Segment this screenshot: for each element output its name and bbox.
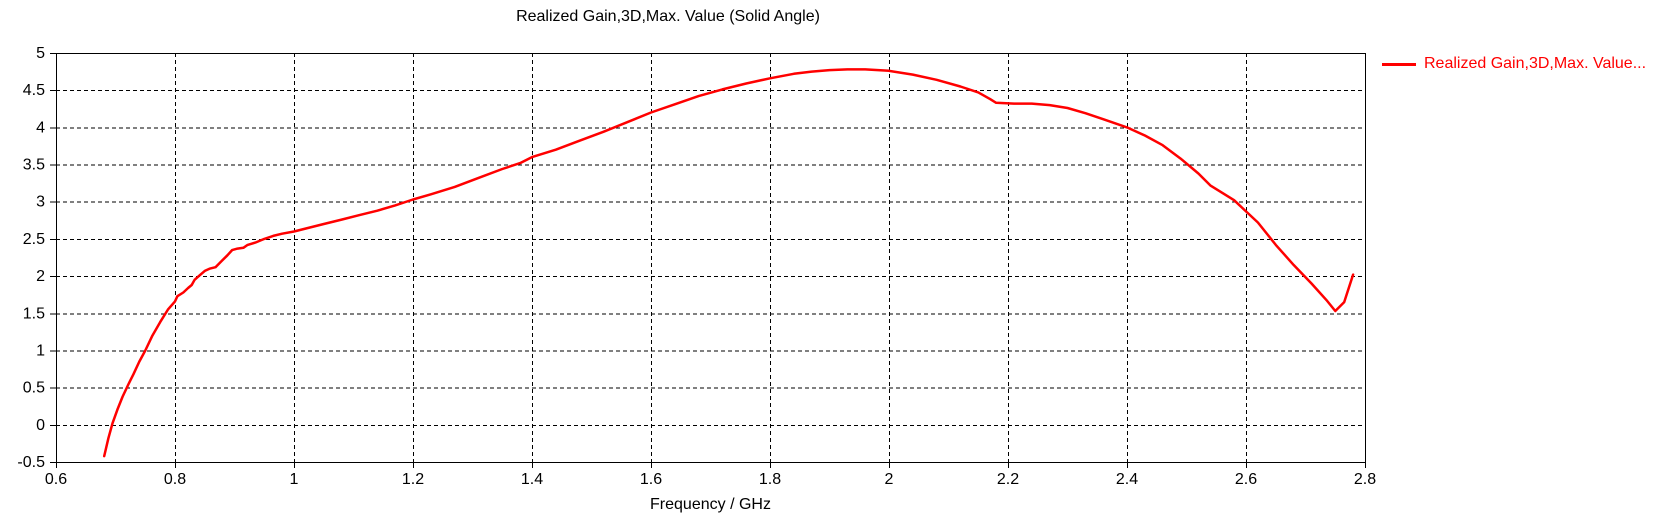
x-tick-label: 2 [885,471,894,488]
legend-line-sample [1382,62,1416,66]
y-tick-label: 0.5 [23,380,45,397]
y-tick-label: 4.5 [23,82,45,99]
y-tick-label: 2.5 [23,231,45,248]
x-tick-label: 0.6 [45,471,67,488]
y-tick-label: 1 [36,342,45,359]
plot-border [56,53,1366,463]
x-tick-label: 0.8 [164,471,186,488]
y-tick-label: 1.5 [23,305,45,322]
x-tick-label: 2.8 [1354,471,1376,488]
x-tick-label: 1.8 [759,471,781,488]
x-tick-label: 1 [290,471,299,488]
y-tick-label: 3.5 [23,157,45,174]
y-tick-label: 3 [36,194,45,211]
x-tick-label: 1.4 [521,471,543,488]
y-tick-label: 2 [36,268,45,285]
x-tick-label: 2.6 [1235,471,1257,488]
x-tick-label: 1.2 [402,471,424,488]
x-tick-label: 2.4 [1116,471,1138,488]
y-tick-label: 0 [36,417,45,434]
y-tick-label: 4 [36,119,45,136]
y-tick-label: -0.5 [17,454,45,471]
gain-curve [102,68,1355,458]
y-tick-label: 5 [36,45,45,62]
x-axis-title: Frequency / GHz [650,496,771,513]
x-tick-label: 2.2 [997,471,1019,488]
chart-title: Realized Gain,3D,Max. Value (Solid Angle… [516,8,820,25]
x-tick-label: 1.6 [640,471,662,488]
legend-item-label[interactable]: Realized Gain,3D,Max. Value... [1424,55,1647,72]
legend[interactable]: Realized Gain,3D,Max. Value... [1382,55,1646,73]
